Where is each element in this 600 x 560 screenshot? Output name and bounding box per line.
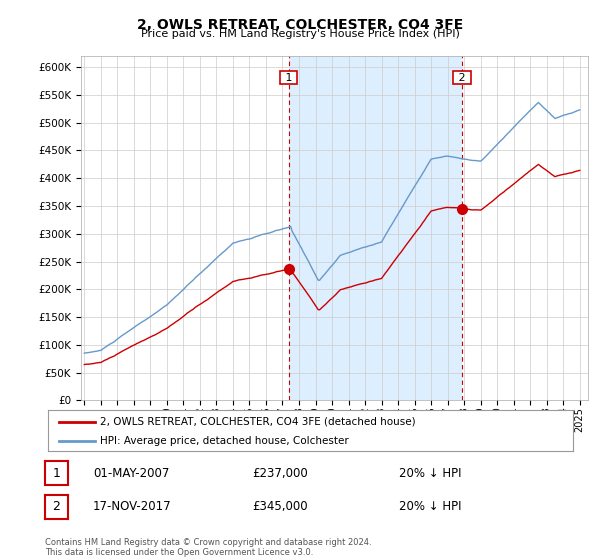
Text: HPI: Average price, detached house, Colchester: HPI: Average price, detached house, Colc…: [101, 436, 349, 446]
Text: 2: 2: [455, 73, 469, 83]
Text: Price paid vs. HM Land Registry's House Price Index (HPI): Price paid vs. HM Land Registry's House …: [140, 29, 460, 39]
Text: 2, OWLS RETREAT, COLCHESTER, CO4 3FE: 2, OWLS RETREAT, COLCHESTER, CO4 3FE: [137, 18, 463, 32]
Text: 20% ↓ HPI: 20% ↓ HPI: [399, 500, 461, 514]
Text: 17-NOV-2017: 17-NOV-2017: [93, 500, 172, 514]
Text: 20% ↓ HPI: 20% ↓ HPI: [399, 466, 461, 480]
Text: 1: 1: [52, 466, 61, 480]
Text: £345,000: £345,000: [252, 500, 308, 514]
Text: 2, OWLS RETREAT, COLCHESTER, CO4 3FE (detached house): 2, OWLS RETREAT, COLCHESTER, CO4 3FE (de…: [101, 417, 416, 427]
Text: Contains HM Land Registry data © Crown copyright and database right 2024.
This d: Contains HM Land Registry data © Crown c…: [45, 538, 371, 557]
Bar: [289, 56, 462, 400]
Text: 2: 2: [52, 500, 61, 514]
Text: 1: 1: [282, 73, 296, 83]
Text: £237,000: £237,000: [252, 466, 308, 480]
Text: 01-MAY-2007: 01-MAY-2007: [93, 466, 169, 480]
